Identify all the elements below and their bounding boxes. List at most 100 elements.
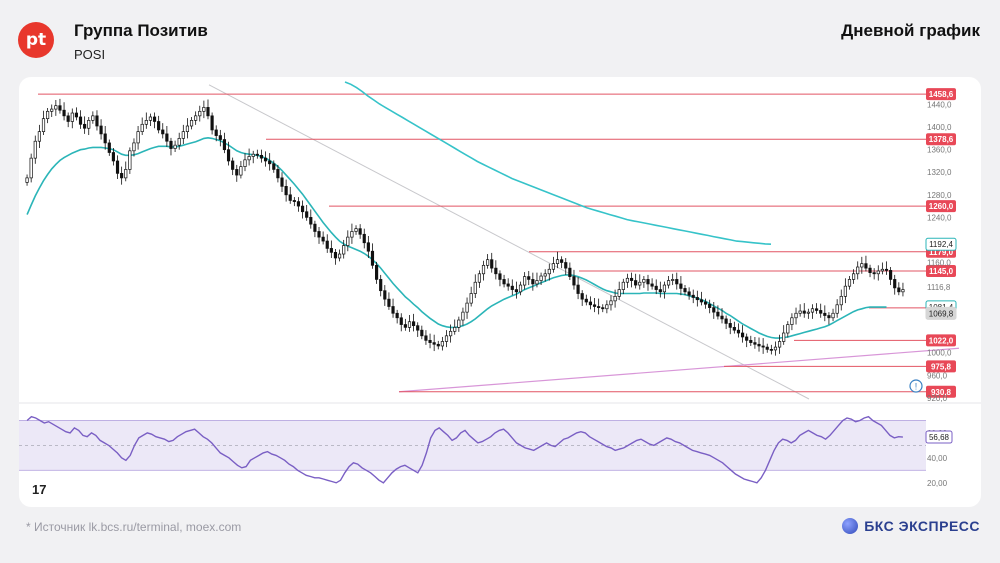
candle-body bbox=[276, 169, 280, 179]
candle bbox=[366, 235, 370, 258]
positive-logo-icon: pt bbox=[18, 22, 54, 58]
candle-body bbox=[407, 321, 412, 328]
candle bbox=[897, 282, 901, 296]
candle-body bbox=[366, 242, 370, 252]
candle-body bbox=[115, 160, 120, 174]
candle bbox=[399, 313, 403, 332]
candle-body bbox=[416, 325, 420, 331]
candle bbox=[440, 336, 444, 351]
candle bbox=[650, 278, 654, 290]
candle bbox=[280, 172, 284, 192]
candle-body bbox=[350, 231, 354, 238]
candle-body bbox=[214, 129, 218, 136]
candle bbox=[531, 272, 535, 291]
candle bbox=[317, 226, 321, 244]
candle-body bbox=[329, 248, 333, 253]
candle-body bbox=[169, 140, 173, 149]
candle bbox=[444, 330, 449, 348]
candle bbox=[74, 107, 78, 121]
candle bbox=[535, 272, 539, 288]
candle bbox=[555, 251, 560, 269]
candle-body bbox=[584, 298, 588, 303]
candle-body bbox=[757, 343, 761, 347]
candle-body bbox=[547, 268, 551, 275]
candle bbox=[379, 274, 383, 297]
candle-body bbox=[436, 343, 440, 347]
candle bbox=[597, 298, 601, 315]
candle-body bbox=[412, 321, 416, 327]
candle-body bbox=[658, 289, 662, 293]
candle-body bbox=[370, 250, 375, 266]
candle-body bbox=[403, 324, 407, 328]
candle-body bbox=[769, 349, 773, 351]
candle bbox=[568, 262, 572, 280]
candle bbox=[222, 132, 227, 154]
candle bbox=[185, 118, 190, 139]
candle bbox=[469, 286, 473, 307]
level-badge bbox=[926, 133, 956, 146]
chart-svg: 1458,61378,61260,01179,01145,01079,61022… bbox=[19, 81, 981, 497]
candle-body bbox=[699, 299, 704, 303]
candle-body bbox=[173, 144, 177, 149]
candle bbox=[831, 308, 835, 322]
candle-body bbox=[194, 115, 198, 121]
chart-panel: 1458,61378,61260,01179,01145,01079,61022… bbox=[19, 77, 981, 507]
candle-body bbox=[165, 133, 169, 142]
candle bbox=[358, 224, 362, 239]
sma-short-line bbox=[26, 136, 887, 339]
candle bbox=[407, 314, 412, 332]
candle bbox=[662, 281, 667, 299]
candle bbox=[765, 343, 769, 353]
candle-body bbox=[790, 317, 794, 325]
candle-body bbox=[893, 279, 897, 289]
candle-body bbox=[486, 259, 490, 266]
candle bbox=[346, 230, 350, 252]
candle bbox=[54, 100, 58, 116]
value-badge bbox=[925, 237, 957, 251]
candle-body bbox=[477, 273, 481, 283]
candle bbox=[884, 261, 889, 275]
alert-icon[interactable]: ! bbox=[909, 379, 923, 393]
candle bbox=[87, 116, 91, 136]
candle-body bbox=[263, 157, 268, 162]
candle bbox=[810, 304, 815, 319]
candle-body bbox=[703, 301, 708, 305]
level-badge bbox=[926, 385, 956, 398]
candle-body bbox=[629, 277, 634, 281]
candle-body bbox=[638, 281, 642, 286]
value-badge-label: 1069,8 bbox=[929, 309, 954, 318]
candle bbox=[391, 298, 395, 318]
candle-body bbox=[856, 266, 860, 275]
candle bbox=[29, 153, 33, 183]
brand-text: БКС ЭКСПРЕСС bbox=[864, 518, 980, 534]
candle bbox=[132, 138, 136, 157]
candle-body bbox=[124, 169, 128, 179]
candle bbox=[699, 291, 704, 306]
candle-body bbox=[687, 291, 691, 296]
candle bbox=[239, 160, 243, 179]
candle-body bbox=[296, 201, 301, 207]
candle-body bbox=[543, 273, 547, 277]
candle-body bbox=[613, 295, 617, 302]
candle-body bbox=[157, 121, 161, 131]
candle bbox=[477, 270, 481, 288]
candle-body bbox=[444, 335, 449, 342]
candle-body bbox=[876, 270, 880, 275]
candle-body bbox=[428, 339, 432, 343]
candle bbox=[189, 116, 194, 130]
company-name: Группа Позитив bbox=[74, 21, 208, 40]
uptrend-line bbox=[398, 347, 960, 393]
candle-body bbox=[880, 268, 884, 272]
candle bbox=[510, 279, 514, 296]
candle bbox=[671, 273, 675, 286]
price-tick-label: 1160,0 bbox=[927, 258, 951, 267]
candle bbox=[284, 179, 288, 202]
level-label: 1260,0 bbox=[929, 202, 954, 211]
candle-body bbox=[572, 276, 576, 286]
candle bbox=[268, 153, 272, 171]
candle-body bbox=[235, 169, 239, 176]
candle-body bbox=[391, 306, 395, 314]
candle bbox=[214, 125, 218, 142]
level-badge bbox=[926, 200, 956, 213]
candle-body bbox=[70, 112, 74, 122]
